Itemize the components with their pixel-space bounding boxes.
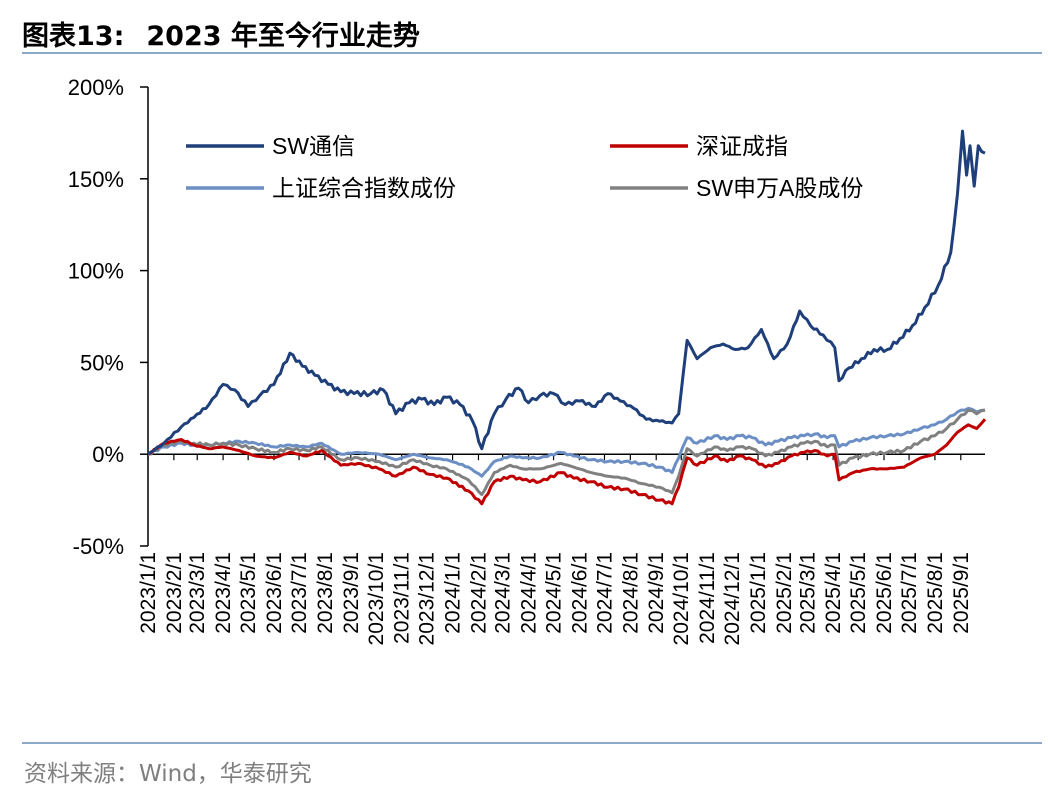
x-tick-label: 2025/7/1 [898, 552, 921, 634]
x-tick-label: 2024/1/1 [442, 552, 465, 634]
figure-title-text: 2023 年至今行业走势 [146, 21, 420, 52]
x-tick-label: 2023/2/1 [163, 552, 186, 634]
x-axis: 2023/1/1 2023/2/1 2023/3/1 2023/4/1 2023/5/1… [137, 453, 985, 645]
x-tick-label: 2023/9/1 [340, 552, 363, 634]
x-tick-label: 2025/4/1 [822, 552, 845, 634]
x-tick-label: 2024/12/1 [721, 552, 744, 645]
y-tick-label: 0% [92, 442, 124, 467]
series-lines [147, 129, 987, 506]
y-tick-label: 100% [68, 259, 124, 284]
series-line [147, 408, 986, 497]
y-tick-label: 150% [68, 167, 124, 192]
line-chart: -50%0%50%100%150%200% 2023/1/1 2023/2/1 20… [68, 75, 987, 645]
x-tick-label: 2023/1/1 [137, 552, 160, 634]
legend-label: 上证综合指数成份 [272, 175, 456, 201]
x-tick-label: 2024/9/1 [645, 552, 668, 634]
series-line [147, 129, 986, 456]
legend-label: SW申万A股成份 [696, 175, 863, 201]
x-tick-label: 2024/2/1 [467, 552, 490, 634]
x-tick-label: 2025/5/1 [847, 552, 870, 634]
y-axis: -50% 0% 50% 100% 150% 200% [68, 75, 149, 559]
figure-number: 图表13: [22, 21, 125, 52]
x-tick-label: 2024/7/1 [593, 552, 616, 634]
x-tick-label: 2025/1/1 [747, 552, 770, 634]
title-rule [22, 52, 1042, 54]
y-tick-label: -50% [73, 534, 124, 559]
x-tick-label: 2024/8/1 [619, 552, 642, 634]
x-tick-label: 2023/4/1 [212, 552, 235, 634]
series-line [147, 406, 986, 478]
x-tick-label: 2024/5/1 [543, 552, 566, 634]
x-tick-label: 2023/12/1 [416, 552, 439, 645]
x-tick-label: 2023/11/1 [391, 552, 414, 644]
source-note: 资料来源：Wind，华泰研究 [24, 761, 312, 787]
legend-label: 深证成指 [696, 133, 788, 159]
x-tick-label: 2023/6/1 [263, 552, 286, 634]
series-line [147, 418, 987, 506]
x-tick-label: 2024/6/1 [568, 552, 591, 634]
x-tick-label: 2024/3/1 [492, 552, 515, 634]
x-tick-label: 2025/3/1 [796, 552, 819, 634]
x-tick-label: 2025/6/1 [873, 552, 896, 634]
x-tick-label: 2024/11/1 [696, 552, 719, 644]
x-tick-label: 2023/8/1 [314, 552, 337, 634]
x-tick-label: 2023/10/1 [365, 552, 388, 645]
x-tick-label: 2023/7/1 [288, 552, 311, 634]
x-tick-label: 2025/2/1 [773, 552, 796, 634]
x-tick-label: 2024/4/1 [518, 552, 541, 634]
source-rule [22, 742, 1042, 744]
y-tick-label: 50% [80, 350, 124, 375]
x-tick-label: 2025/8/1 [924, 552, 947, 634]
x-tick-label: 2023/5/1 [237, 552, 260, 634]
x-tick-label: 2023/3/1 [186, 552, 209, 634]
figure-title: 图表13: 2023 年至今行业走势 [22, 14, 420, 53]
x-tick-label: 2024/10/1 [670, 552, 693, 645]
legend-label: SW通信 [272, 133, 355, 159]
x-tick-label: 2025/9/1 [950, 552, 973, 634]
y-tick-label: 200% [68, 75, 124, 100]
